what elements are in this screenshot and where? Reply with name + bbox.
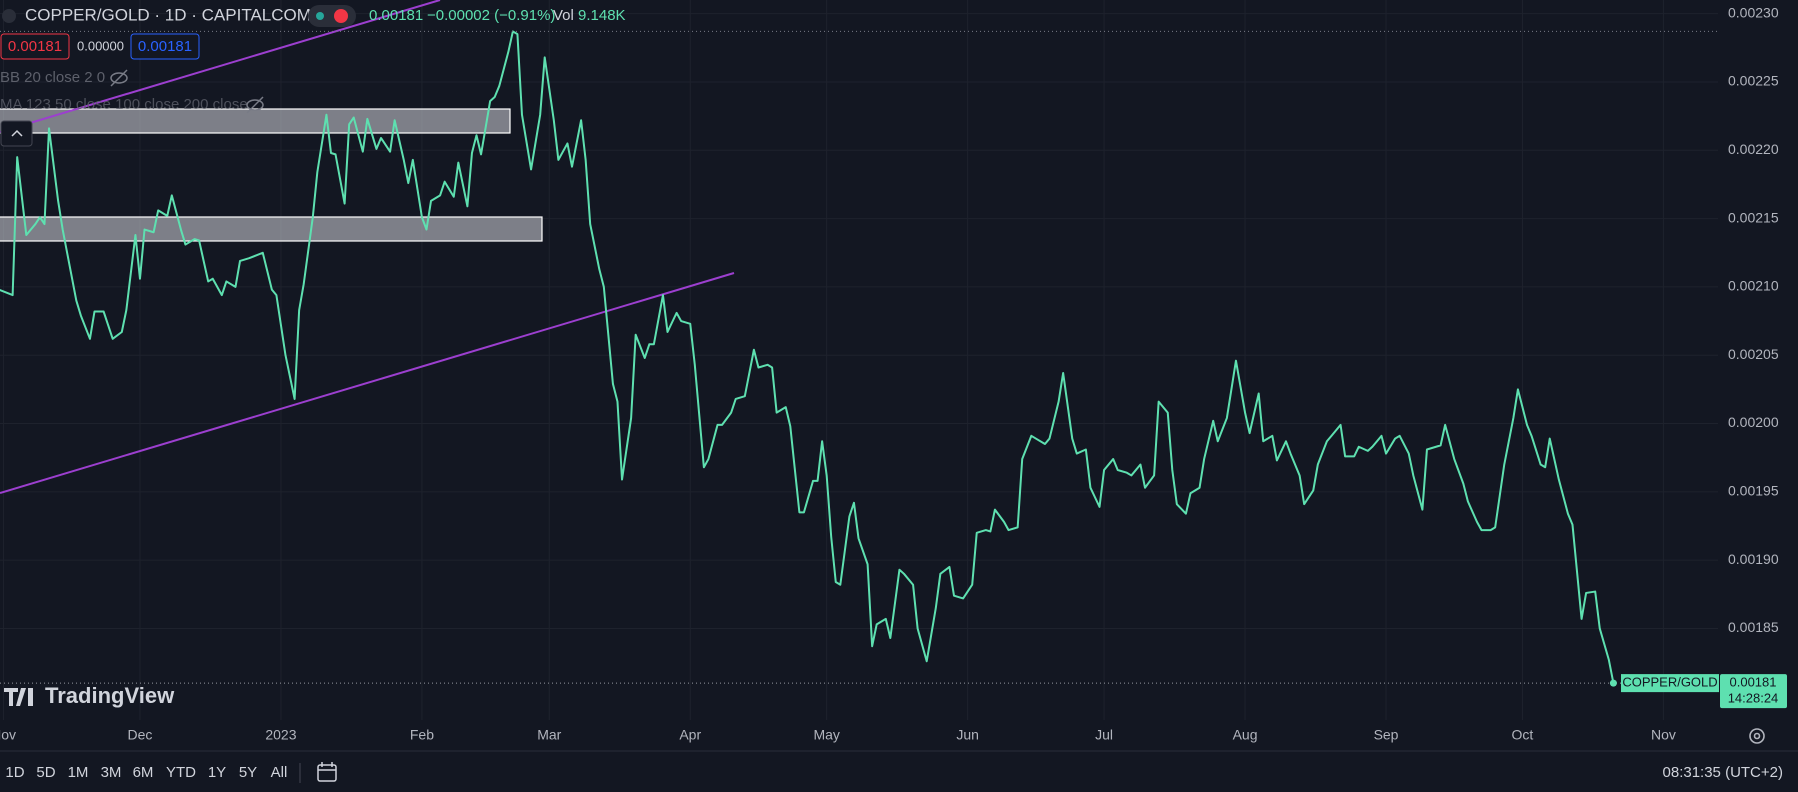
x-tick-label: Jun — [956, 727, 979, 743]
logo — [4, 688, 33, 706]
x-tick-label: Dec — [128, 727, 153, 743]
x-tick-label: Aug — [1233, 727, 1258, 743]
plot — [0, 30, 1718, 687]
bid-price: 0.00181 — [8, 38, 62, 55]
price-line — [0, 30, 1615, 684]
last-point — [1609, 679, 1617, 687]
x-tick-label: Oct — [1512, 727, 1534, 743]
y-tick-label: 0.00220 — [1728, 141, 1779, 157]
price-change: −0.00002 (−0.91%) — [427, 7, 555, 24]
y-tick-label: 0.00215 — [1728, 209, 1779, 225]
toolbar: 08:31:35 (UTC+2) 1D 5D 1M 3M 6M YTD 1Y 5Y All — [5, 762, 1783, 783]
y-tick-label: 0.00210 — [1728, 278, 1779, 294]
price-tag-bg — [1720, 674, 1787, 709]
price-tag-name-bg — [1621, 674, 1719, 693]
x-tick-label: Sep — [1374, 727, 1399, 743]
last-price: 0.00181 — [369, 7, 423, 24]
y-tick-label: 0.00225 — [1728, 73, 1779, 89]
x-tick-label: May — [813, 727, 839, 743]
x-tick-label: Nov — [1651, 727, 1676, 743]
status-dot — [316, 12, 324, 20]
ask-price: 0.00181 — [138, 38, 192, 55]
hide-icon[interactable] — [110, 69, 128, 87]
range-button[interactable]: YTD — [166, 764, 196, 781]
grid — [0, 0, 1718, 720]
zone-box[interactable] — [0, 216, 543, 242]
range-button[interactable]: 5Y — [239, 764, 257, 781]
range-button[interactable]: 1M — [68, 764, 89, 781]
y-tick-label: 0.00205 — [1728, 346, 1779, 362]
x-tick-label: Nov — [0, 727, 16, 743]
y-tick-label: 0.00195 — [1728, 483, 1779, 499]
bid-box[interactable] — [0, 33, 70, 60]
y-tick-label: 0.00200 — [1728, 414, 1779, 430]
status-toggle[interactable] — [308, 5, 356, 27]
range-button[interactable]: All — [271, 764, 288, 781]
collapse-icon — [11, 129, 23, 137]
zone-box[interactable] — [0, 108, 511, 134]
volume-value: 9.148K — [578, 7, 626, 24]
x-tick-label: 2023 — [265, 727, 296, 743]
range-button[interactable]: 1Y — [208, 764, 226, 781]
price-tag-countdown: 14:28:24 — [1728, 691, 1779, 706]
y-tick-label: 0.00190 — [1728, 551, 1779, 567]
range-button[interactable]: 5D — [36, 764, 55, 781]
spread: 0.00000 — [77, 38, 124, 53]
x-tick-label: Feb — [410, 727, 434, 743]
indicator-label[interactable]: BB 20 close 2 0 — [0, 69, 105, 86]
settings-icon[interactable] — [1749, 728, 1765, 744]
volume-label: Vol — [553, 7, 574, 24]
status-icon — [334, 9, 348, 23]
price-tag-price: 0.00181 — [1730, 675, 1777, 690]
x-tick-label: Mar — [537, 727, 561, 743]
ask-box[interactable] — [130, 33, 200, 60]
clock: 08:31:35 (UTC+2) — [1663, 764, 1783, 781]
x-tick-label: Apr — [679, 727, 701, 743]
range-button[interactable]: 6M — [133, 764, 154, 781]
price-tag-name: COPPER/GOLD — [1622, 675, 1717, 690]
indicator-label[interactable]: MA 123 50 close 100 close 200 close — [0, 96, 248, 113]
symbol-icon — [2, 9, 16, 23]
y-tick-label: 0.00230 — [1728, 4, 1779, 20]
y-tick-label: 0.00185 — [1728, 619, 1779, 635]
legend: COPPER/GOLD · 1D · CAPITALCOM 0.00181 −0… — [0, 5, 626, 147]
date-range-button[interactable] — [317, 762, 337, 782]
symbol-title: COPPER/GOLD · 1D · CAPITALCOM — [25, 5, 311, 24]
watermark: TradingView — [4, 683, 175, 708]
collapse-button[interactable] — [0, 120, 33, 147]
trend-line[interactable] — [0, 0, 441, 133]
hide-icon[interactable] — [246, 96, 264, 114]
x-tick-label: Jul — [1095, 727, 1113, 743]
trend-line[interactable] — [0, 272, 735, 494]
watermark-text: TradingView — [45, 683, 175, 708]
range-button[interactable]: 3M — [101, 764, 122, 781]
drawings — [0, 0, 735, 494]
range-button[interactable]: 1D — [5, 764, 24, 781]
